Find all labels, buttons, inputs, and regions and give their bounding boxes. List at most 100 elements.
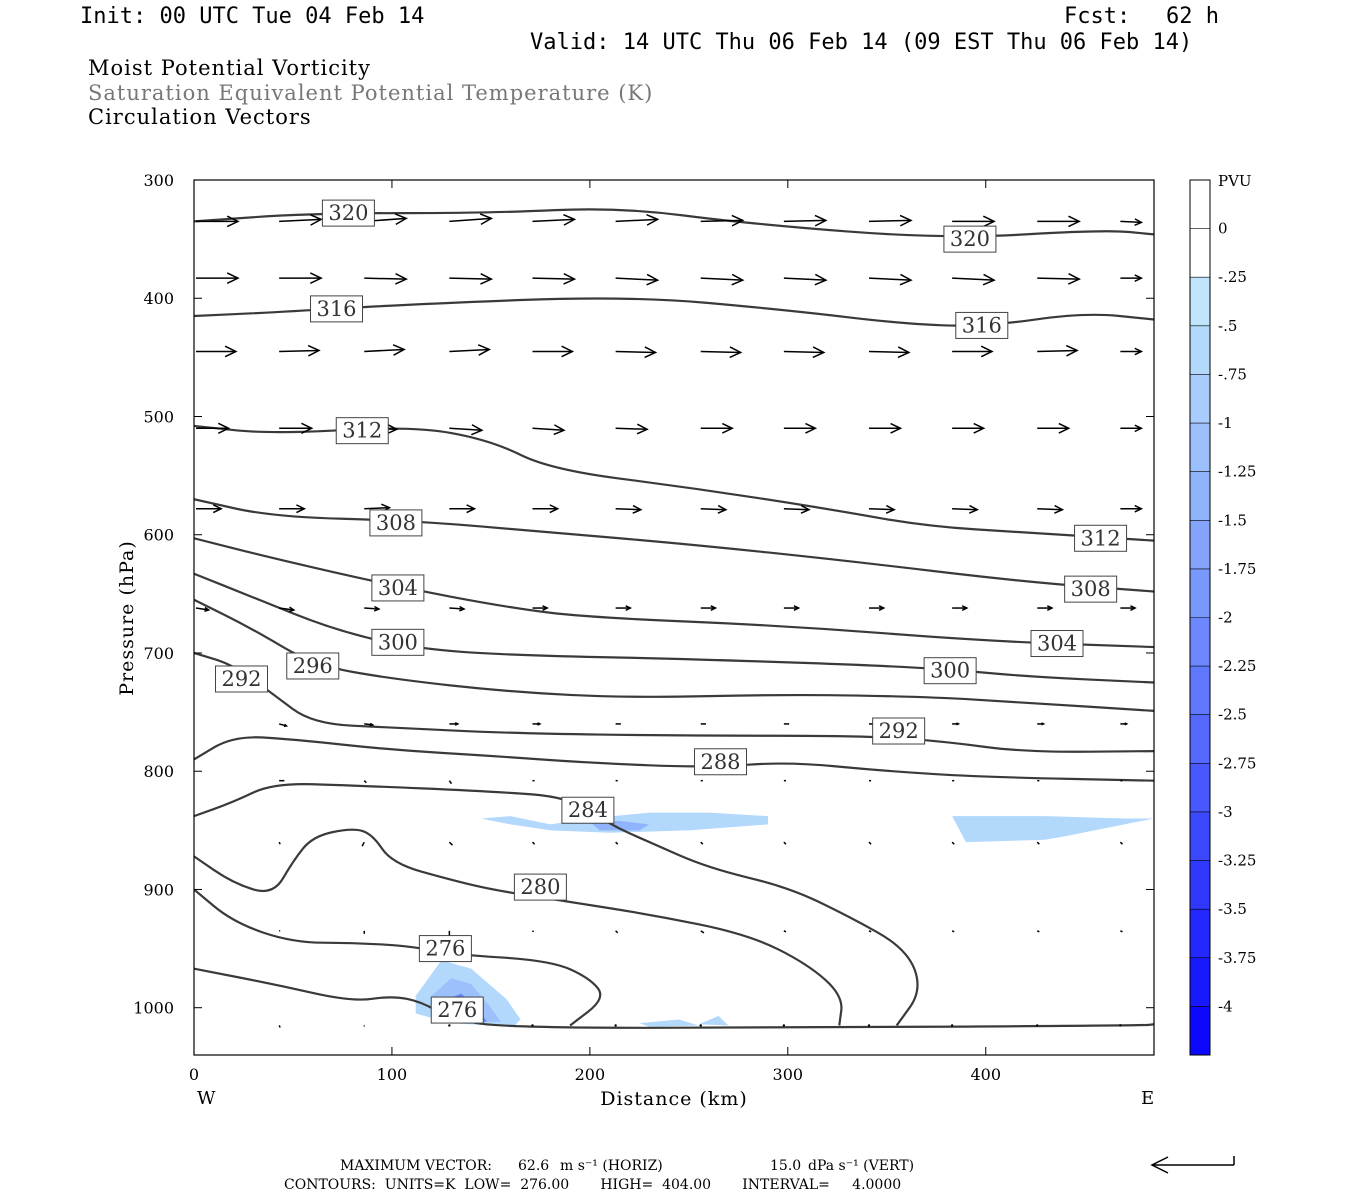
vector-shaft xyxy=(532,218,575,223)
x-tick-label: 400 xyxy=(970,1065,1001,1084)
contour-label-box xyxy=(561,796,615,824)
x-end-label-east: E xyxy=(1141,1088,1154,1109)
colorbar-swatch xyxy=(1190,423,1210,473)
contour-label-box xyxy=(310,295,364,323)
colorbar-swatch xyxy=(1190,1006,1210,1056)
vector-head xyxy=(805,422,818,434)
vector-shaft xyxy=(783,507,810,511)
contour-label: 308 xyxy=(376,511,416,535)
contour-label: 288 xyxy=(700,750,740,774)
vector-head xyxy=(717,504,728,514)
contour-label: 304 xyxy=(1037,632,1077,656)
vector-head xyxy=(899,273,913,286)
vector-shaft xyxy=(278,841,281,845)
theta-es-contours xyxy=(194,208,1154,1029)
contour-label-box xyxy=(694,748,748,776)
vector-shaft xyxy=(615,350,656,354)
colorbar-swatch xyxy=(1190,471,1210,521)
vector-head xyxy=(1068,215,1081,228)
contour-label-box xyxy=(955,311,1009,339)
vector-head xyxy=(632,504,643,514)
vector-head xyxy=(897,346,911,359)
vector-shaft xyxy=(783,930,787,933)
vector-shaft xyxy=(783,841,787,845)
pv-shade-area xyxy=(639,1019,699,1027)
vector-shaft xyxy=(448,780,453,785)
axes: 300 400 500 600 700 800 900 1000 0 100 200 300 400 W E xyxy=(133,171,1154,1109)
contour-label-box xyxy=(371,574,425,602)
vector-shaft xyxy=(615,841,619,845)
contour-line-292 xyxy=(194,651,1154,753)
vector-head xyxy=(729,346,743,359)
title-mpv: Moist Potential Vorticity xyxy=(88,56,371,80)
contour-label: 304 xyxy=(378,576,418,600)
vector-shaft xyxy=(615,218,658,223)
contour-label-box xyxy=(371,628,425,656)
contour-line-308 xyxy=(194,498,1154,593)
vector-dot xyxy=(782,1024,786,1027)
colorbar-label: -1 xyxy=(1218,414,1233,432)
init-time: Init: 00 UTC Tue 04 Feb 14 xyxy=(80,4,425,29)
contour-label: 316 xyxy=(962,313,1002,337)
vector-shaft xyxy=(364,506,390,510)
vector-shaft xyxy=(700,219,743,223)
contour-label-box xyxy=(215,665,269,693)
vector-shaft xyxy=(364,277,407,280)
y-tick-label: 500 xyxy=(143,407,174,426)
vector-head xyxy=(288,606,296,613)
vector-shaft xyxy=(615,930,619,934)
pv-shade-area xyxy=(952,816,1154,843)
vector-dot xyxy=(448,1024,451,1027)
vector-shaft xyxy=(615,277,658,281)
forecast-hour: 62 h xyxy=(1166,4,1219,29)
vector-shaft xyxy=(615,507,641,511)
vector-head xyxy=(553,424,566,436)
contour-label: 312 xyxy=(342,419,382,443)
vector-shaft xyxy=(532,277,575,280)
vector-head xyxy=(721,422,734,434)
circulation-vectors xyxy=(195,213,1144,1028)
contour-label-box xyxy=(321,199,375,227)
contour-info: CONTOURS: UNITS=K LOW= 276.00 HIGH= 404.… xyxy=(284,1177,902,1193)
vector-head xyxy=(1041,722,1046,726)
vector-shaft xyxy=(364,607,379,610)
pv-shading xyxy=(415,812,1154,1027)
vector-head xyxy=(731,214,745,227)
vector-head xyxy=(1046,605,1054,611)
vector-head xyxy=(800,504,811,514)
vector-dot xyxy=(614,1024,617,1027)
max-vector-label: MAXIMUM VECTOR: xyxy=(340,1158,492,1174)
x-tick-label: 300 xyxy=(773,1065,804,1084)
vector-head xyxy=(625,605,633,611)
vector-head xyxy=(956,722,961,726)
vector-shaft xyxy=(195,607,209,611)
vector-shaft xyxy=(531,930,535,933)
contour-label-box xyxy=(1074,524,1128,552)
contour-label: 300 xyxy=(378,630,418,654)
vector-shaft xyxy=(783,277,826,281)
vector-head xyxy=(968,504,980,514)
vector-head xyxy=(1134,424,1144,433)
vector-head xyxy=(386,423,399,435)
vector-dot xyxy=(1119,1024,1122,1027)
vector-shaft xyxy=(1037,349,1078,353)
contour-label: 308 xyxy=(1071,577,1111,601)
vector-shaft xyxy=(868,350,909,354)
colorbar-swatch xyxy=(1190,228,1210,278)
vector-head xyxy=(1068,272,1081,285)
vector-head xyxy=(814,273,828,286)
vector-shaft xyxy=(532,427,565,432)
contour-label: 280 xyxy=(520,875,560,899)
colorbar-swatch xyxy=(1190,763,1210,813)
colorbar-swatch xyxy=(1190,568,1210,618)
colorbar-label: -2.5 xyxy=(1218,706,1247,724)
vector-head xyxy=(1130,605,1137,611)
colorbar-label: 0 xyxy=(1218,220,1228,238)
vector-shaft xyxy=(868,219,912,223)
contour-line-288 xyxy=(194,736,1154,782)
colorbar-label: -3 xyxy=(1218,803,1233,821)
vector-head xyxy=(310,272,323,285)
contour-label-box xyxy=(513,873,567,901)
vector-shaft xyxy=(783,219,826,223)
colorbar: PVU 0 -.25 -.5 -.75 -1 -1.25 -1.5 -1.75 -2 -2.25 -2… xyxy=(1189,172,1256,1056)
